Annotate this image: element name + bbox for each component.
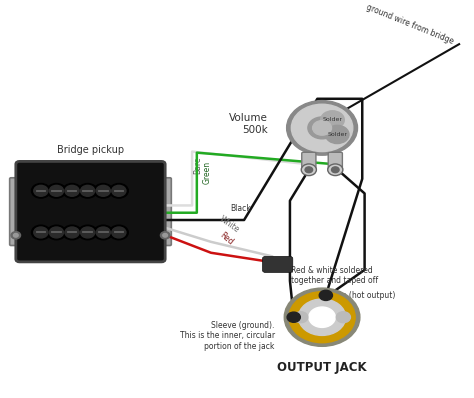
- Text: Black: Black: [230, 204, 251, 213]
- Text: Bare: Bare: [193, 156, 202, 174]
- Circle shape: [96, 227, 110, 238]
- Circle shape: [94, 225, 113, 240]
- FancyBboxPatch shape: [9, 178, 22, 246]
- FancyBboxPatch shape: [263, 256, 293, 273]
- Circle shape: [319, 290, 332, 300]
- Circle shape: [96, 185, 110, 196]
- FancyBboxPatch shape: [328, 152, 342, 171]
- Text: Solder: Solder: [322, 117, 343, 123]
- Text: Red & white soldered
together and taped off: Red & white soldered together and taped …: [292, 265, 378, 285]
- Circle shape: [301, 164, 317, 176]
- Circle shape: [11, 232, 20, 239]
- Circle shape: [34, 185, 48, 196]
- Circle shape: [47, 183, 66, 198]
- Circle shape: [112, 185, 126, 196]
- Circle shape: [160, 232, 170, 239]
- Circle shape: [305, 167, 313, 173]
- FancyBboxPatch shape: [16, 162, 165, 262]
- Circle shape: [34, 227, 48, 238]
- Circle shape: [331, 167, 339, 173]
- Circle shape: [49, 185, 64, 196]
- FancyBboxPatch shape: [302, 152, 316, 171]
- Text: Tip (hot output): Tip (hot output): [335, 291, 396, 300]
- Text: ground wire from bridge: ground wire from bridge: [365, 3, 455, 46]
- Circle shape: [309, 307, 335, 328]
- Circle shape: [78, 183, 97, 198]
- Text: White: White: [218, 215, 242, 234]
- Circle shape: [81, 185, 95, 196]
- Circle shape: [292, 104, 353, 152]
- Circle shape: [287, 312, 301, 322]
- Text: Green: Green: [202, 161, 211, 184]
- Circle shape: [287, 101, 357, 155]
- Circle shape: [299, 299, 346, 336]
- Circle shape: [63, 183, 82, 198]
- Text: Seymour Duncan: Seymour Duncan: [57, 247, 123, 256]
- Circle shape: [31, 225, 50, 240]
- Text: Volume
500k: Volume 500k: [229, 113, 268, 135]
- Circle shape: [325, 125, 349, 144]
- Text: Bridge pickup: Bridge pickup: [57, 145, 124, 155]
- Circle shape: [308, 117, 336, 139]
- Circle shape: [328, 164, 343, 176]
- Circle shape: [65, 185, 79, 196]
- Text: OUTPUT JACK: OUTPUT JACK: [277, 361, 367, 374]
- Circle shape: [94, 183, 113, 198]
- Circle shape: [284, 288, 360, 346]
- Circle shape: [49, 227, 64, 238]
- Circle shape: [336, 312, 350, 323]
- Text: Sleeve (ground).
This is the inner, circular
portion of the jack: Sleeve (ground). This is the inner, circ…: [180, 321, 275, 351]
- Circle shape: [320, 111, 344, 129]
- Circle shape: [63, 225, 82, 240]
- Text: Solder: Solder: [327, 132, 347, 137]
- Circle shape: [109, 183, 128, 198]
- Circle shape: [31, 183, 50, 198]
- Circle shape: [289, 292, 355, 343]
- Circle shape: [294, 312, 308, 323]
- Circle shape: [65, 227, 79, 238]
- Circle shape: [47, 225, 66, 240]
- Circle shape: [163, 234, 167, 237]
- Circle shape: [13, 234, 18, 237]
- Text: Red: Red: [218, 231, 235, 247]
- FancyBboxPatch shape: [159, 178, 171, 246]
- Circle shape: [313, 121, 331, 135]
- Circle shape: [81, 227, 95, 238]
- Circle shape: [112, 227, 126, 238]
- Circle shape: [109, 225, 128, 240]
- Circle shape: [78, 225, 97, 240]
